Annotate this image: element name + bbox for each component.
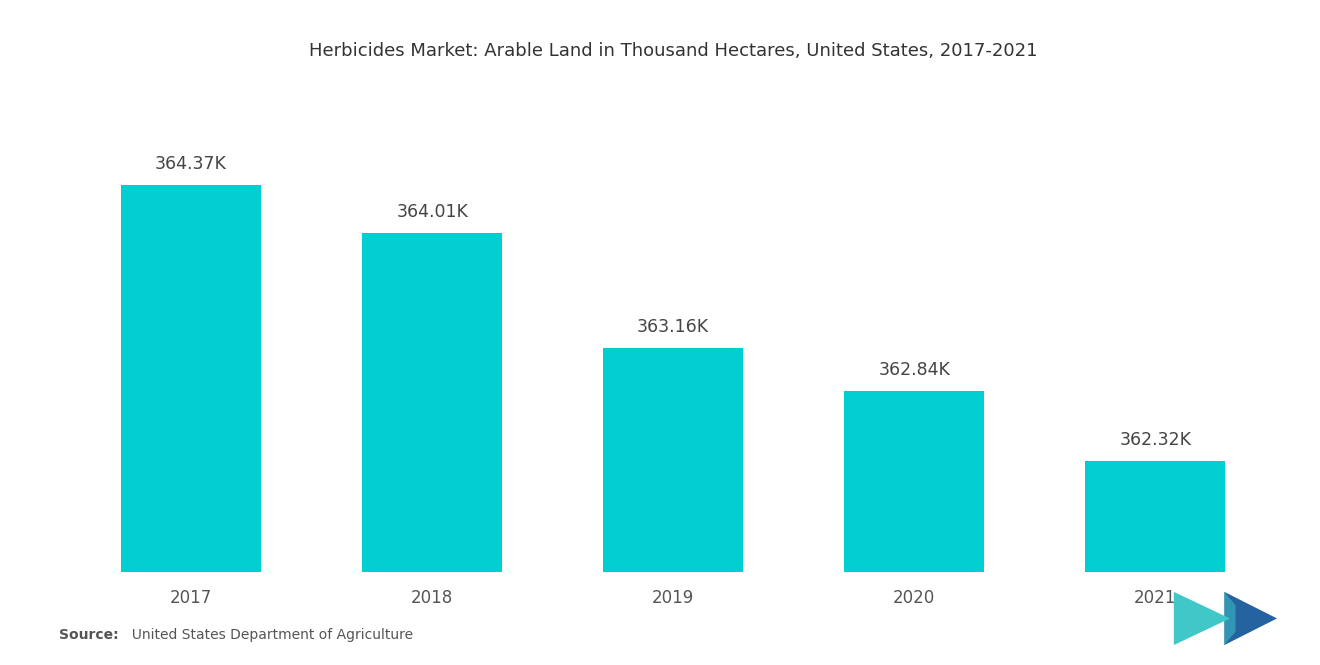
Text: 364.37K: 364.37K <box>156 155 227 173</box>
Text: United States Department of Agriculture: United States Department of Agriculture <box>123 628 413 642</box>
Bar <box>121 185 261 572</box>
Text: 362.32K: 362.32K <box>1119 431 1191 449</box>
Bar <box>362 233 502 572</box>
Text: 363.16K: 363.16K <box>638 318 709 336</box>
Polygon shape <box>1173 592 1230 645</box>
Bar <box>1085 462 1225 572</box>
Bar <box>845 391 985 572</box>
Bar <box>603 348 743 572</box>
Polygon shape <box>1225 592 1276 645</box>
Polygon shape <box>1225 592 1236 645</box>
Title: Herbicides Market: Arable Land in Thousand Hectares, United States, 2017-2021: Herbicides Market: Arable Land in Thousa… <box>309 42 1038 60</box>
Text: Source:: Source: <box>59 628 119 642</box>
Text: 362.84K: 362.84K <box>878 361 950 379</box>
Text: 364.01K: 364.01K <box>396 203 469 221</box>
